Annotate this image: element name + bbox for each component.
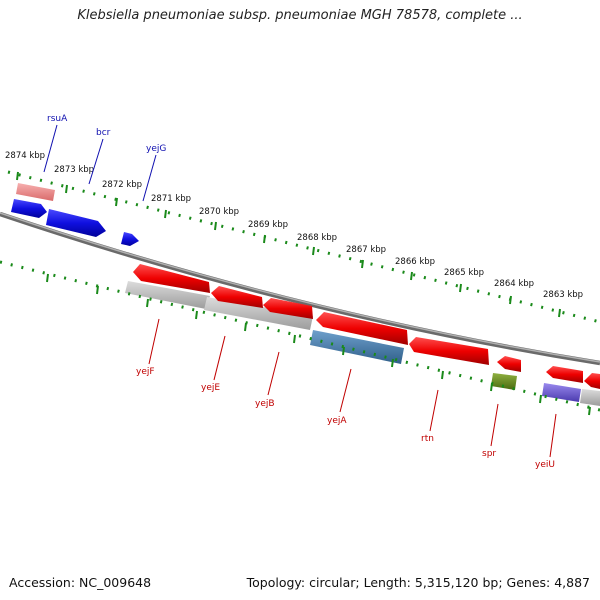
lower-minor-ticks bbox=[0, 260, 600, 412]
reverse-features bbox=[125, 264, 600, 406]
map-title: Klebsiella pneumoniae subsp. pneumoniae … bbox=[77, 8, 523, 23]
gene-label-yeiU[interactable]: yeiU bbox=[535, 460, 555, 470]
reverse-gene-labels: yejF yejE yejB yejA rtn spr yeiU bbox=[136, 367, 555, 470]
gene-label-yejE[interactable]: yejE bbox=[201, 383, 220, 393]
pseudogene-feature[interactable] bbox=[16, 183, 55, 201]
reverse-leader-lines bbox=[148, 318, 557, 458]
gray-feature-edge[interactable] bbox=[580, 389, 600, 406]
gene-yejE-arrow[interactable] bbox=[211, 286, 263, 308]
gene-bcr-arrow[interactable] bbox=[46, 209, 106, 237]
gene-rsuA-arrow[interactable] bbox=[11, 199, 47, 218]
gene-label-spr[interactable]: spr bbox=[482, 449, 496, 459]
kbp-label: 2874 kbp bbox=[5, 151, 45, 161]
gene-arrow-edge[interactable] bbox=[584, 373, 600, 389]
kbp-label: 2871 kbp bbox=[151, 194, 191, 204]
kbp-label: 2872 kbp bbox=[102, 180, 142, 190]
backbone-highlight bbox=[0, 212, 600, 363]
kbp-label: 2869 kbp bbox=[248, 220, 288, 230]
gene-yejG-arrow[interactable] bbox=[121, 232, 139, 246]
backbone bbox=[0, 211, 600, 366]
gene-label-rtn[interactable]: rtn bbox=[421, 434, 434, 444]
forward-features bbox=[11, 183, 139, 246]
gene-label-yejA[interactable]: yejA bbox=[327, 416, 347, 426]
kbp-label: 2863 kbp bbox=[543, 290, 583, 300]
gene-rtn-arrow[interactable] bbox=[409, 337, 489, 365]
green-feature[interactable] bbox=[491, 373, 517, 390]
kbp-label: 2864 kbp bbox=[494, 279, 534, 289]
accession-text: Accession: NC_009648 bbox=[9, 575, 152, 590]
topology-length-genes-text: Topology: circular; Length: 5,315,120 bp… bbox=[246, 575, 590, 590]
kbp-labels: 2874 kbp 2873 kbp 2872 kbp 2871 kbp 2870… bbox=[5, 151, 583, 300]
gene-yejF-arrow[interactable] bbox=[133, 264, 210, 293]
purple-feature[interactable] bbox=[542, 383, 581, 402]
kbp-label: 2873 kbp bbox=[54, 165, 94, 175]
kbp-label: 2866 kbp bbox=[395, 257, 435, 267]
gene-label-bcr[interactable]: bcr bbox=[96, 128, 111, 138]
gene-yejA-arrow[interactable] bbox=[316, 312, 408, 345]
gene-yejB-arrow[interactable] bbox=[263, 298, 313, 319]
rna-feature[interactable] bbox=[204, 297, 313, 330]
forward-leader-lines bbox=[43, 124, 157, 202]
kbp-label: 2868 kbp bbox=[297, 233, 337, 243]
upper-tick-track bbox=[7, 170, 600, 324]
gene-label-yejB[interactable]: yejB bbox=[255, 399, 275, 409]
upper-major-ticks bbox=[16, 171, 561, 318]
gene-spr-arrow[interactable] bbox=[497, 356, 521, 372]
kbp-label: 2870 kbp bbox=[199, 207, 239, 217]
gene-label-rsuA[interactable]: rsuA bbox=[47, 114, 68, 124]
lower-tick-track bbox=[0, 260, 600, 416]
kbp-label: 2867 kbp bbox=[346, 245, 386, 255]
lower-major-ticks bbox=[46, 273, 591, 416]
gene-label-yejF[interactable]: yejF bbox=[136, 367, 155, 377]
gene-label-yejG[interactable]: yejG bbox=[146, 144, 166, 154]
cds-yejA-feature[interactable] bbox=[310, 330, 404, 364]
forward-gene-labels: rsuA bcr yejG bbox=[47, 114, 166, 154]
rna-feature[interactable] bbox=[125, 281, 210, 309]
kbp-label: 2865 kbp bbox=[444, 268, 484, 278]
gene-yeiU-arrow[interactable] bbox=[546, 366, 583, 383]
